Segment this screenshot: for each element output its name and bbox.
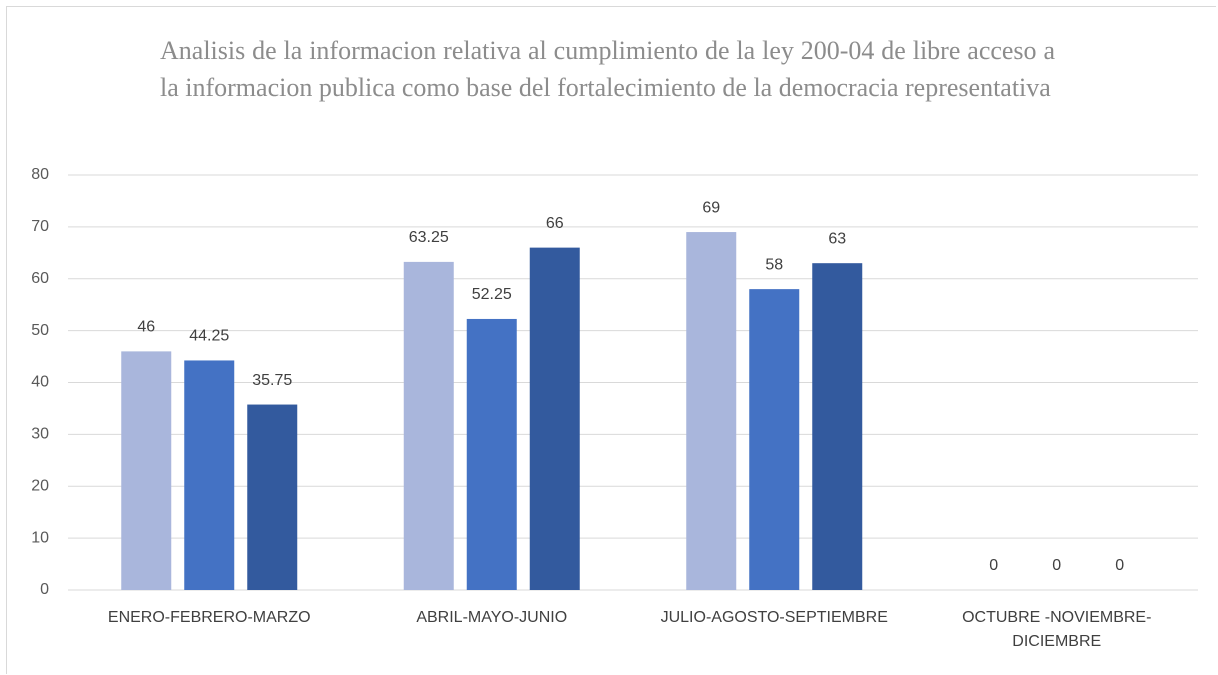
bar xyxy=(466,318,517,590)
y-tick-label: 60 xyxy=(31,270,49,287)
bar xyxy=(749,289,800,590)
bar xyxy=(184,360,235,590)
data-label: 35.75 xyxy=(252,372,292,389)
bar xyxy=(529,247,580,590)
data-label: 63 xyxy=(828,230,846,247)
data-label: 0 xyxy=(1052,557,1061,574)
data-label: 63.25 xyxy=(409,229,449,246)
bar xyxy=(686,232,737,590)
y-tick-label: 70 xyxy=(31,218,49,235)
x-tick-label: JULIO-AGOSTO-SEPTIEMBRE xyxy=(660,609,888,626)
data-label: 0 xyxy=(1115,557,1124,574)
bar xyxy=(247,404,298,590)
data-label: 52.25 xyxy=(472,286,512,303)
y-tick-label: 40 xyxy=(31,374,49,391)
data-label: 44.25 xyxy=(189,328,229,345)
y-tick-label: 80 xyxy=(31,166,49,183)
x-tick-label: OCTUBRE -NOVIEMBRE-DICIEMBRE xyxy=(962,609,1152,650)
y-tick-label: 10 xyxy=(31,529,49,546)
data-label: 66 xyxy=(546,215,564,232)
bar xyxy=(403,261,454,590)
bar xyxy=(812,263,863,590)
data-label: 69 xyxy=(702,199,720,216)
chart-border xyxy=(6,6,1216,674)
data-label: 46 xyxy=(137,319,155,336)
data-label: 0 xyxy=(989,557,998,574)
data-label: 58 xyxy=(765,256,783,273)
x-tick-label: ENERO-FEBRERO-MARZO xyxy=(107,609,311,626)
y-tick-label: 30 xyxy=(31,426,49,443)
bar xyxy=(121,351,172,590)
y-tick-label: 50 xyxy=(31,322,49,339)
y-tick-label: 0 xyxy=(40,581,49,598)
y-tick-label: 20 xyxy=(31,477,49,494)
chart-title: Analisis de la informacion relativa al c… xyxy=(160,36,1055,102)
x-tick-label: ABRIL-MAYO-JUNIO xyxy=(416,609,568,626)
